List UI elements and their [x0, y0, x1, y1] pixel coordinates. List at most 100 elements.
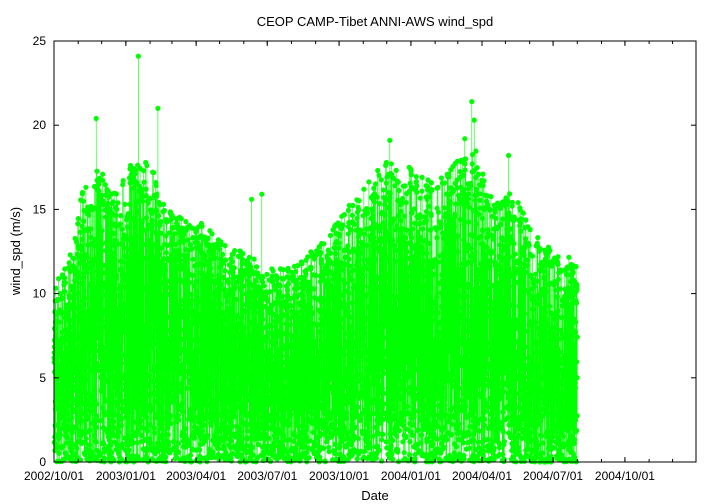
- data-point: [76, 333, 83, 339]
- data-point: [79, 189, 86, 196]
- data-point: [66, 295, 73, 301]
- data-point: [507, 388, 513, 394]
- data-point: [446, 289, 452, 295]
- data-point: [524, 263, 531, 269]
- data-point: [128, 350, 134, 356]
- data-point: [498, 264, 504, 270]
- data-point: [153, 207, 159, 213]
- data-point: [139, 432, 145, 439]
- data-point: [362, 330, 368, 336]
- data-point: [480, 228, 486, 234]
- data-point: [365, 434, 371, 440]
- data-point: [214, 403, 220, 409]
- data-point: [389, 451, 395, 457]
- data-point: [397, 367, 403, 373]
- data-point: [290, 355, 296, 361]
- data-point: [86, 442, 92, 448]
- data-point: [84, 364, 90, 370]
- data-point: [127, 162, 134, 169]
- data-point: [530, 306, 536, 312]
- data-point: [385, 282, 391, 288]
- data-point: [139, 346, 145, 352]
- data-point: [225, 280, 232, 286]
- data-point: [403, 200, 409, 206]
- data-point: [442, 425, 448, 431]
- data-point: [354, 215, 360, 222]
- data-point: [150, 284, 156, 290]
- data-point: [134, 273, 140, 280]
- data-point: [66, 354, 72, 360]
- data-point: [115, 442, 121, 448]
- data-point: [264, 298, 271, 304]
- data-point: [199, 428, 205, 434]
- data-point: [143, 193, 149, 199]
- data-point: [435, 259, 441, 265]
- data-point: [393, 167, 399, 173]
- data-point: [146, 257, 152, 263]
- data-point: [150, 405, 156, 411]
- data-point: [97, 451, 103, 458]
- data-point: [129, 299, 135, 305]
- data-point: [497, 279, 503, 286]
- data-point: [346, 256, 352, 262]
- data-point: [321, 241, 327, 247]
- data-point: [61, 391, 67, 397]
- data-point: [298, 373, 304, 379]
- data-point: [381, 390, 387, 396]
- data-point: [367, 256, 373, 262]
- data-point: [249, 372, 255, 378]
- data-point: [425, 375, 431, 381]
- data-point: [329, 317, 335, 323]
- data-point: [108, 450, 115, 456]
- data-point: [115, 200, 121, 206]
- data-point: [117, 347, 123, 353]
- data-point: [414, 183, 420, 189]
- data-point: [93, 439, 99, 445]
- data-point: [374, 330, 380, 336]
- data-point: [346, 364, 352, 370]
- data-point: [453, 375, 460, 381]
- data-point: [254, 386, 260, 392]
- data-point: [81, 300, 87, 306]
- data-point: [117, 221, 123, 227]
- data-point: [214, 318, 221, 324]
- data-point: [160, 359, 166, 365]
- data-point: [151, 169, 157, 176]
- data-point: [208, 422, 214, 428]
- data-point: [471, 323, 477, 329]
- data-point: [152, 430, 158, 436]
- data-point: [444, 373, 451, 379]
- data-point: [152, 368, 158, 374]
- data-point: [249, 381, 255, 387]
- data-point: [453, 201, 459, 207]
- data-point: [468, 364, 475, 370]
- data-point: [508, 381, 514, 387]
- data-point: [179, 389, 185, 396]
- data-point: [203, 346, 209, 352]
- data-point: [456, 321, 462, 327]
- data-point: [178, 216, 184, 222]
- data-point: [248, 411, 254, 417]
- data-point: [345, 243, 351, 249]
- data-point: [336, 240, 342, 246]
- data-point: [388, 293, 394, 299]
- data-point: [164, 284, 170, 291]
- data-point: [55, 421, 62, 427]
- data-point: [368, 310, 375, 316]
- data-point: [145, 355, 151, 361]
- data-point: [308, 304, 314, 310]
- data-point: [184, 267, 190, 273]
- data-point: [157, 251, 163, 257]
- data-point: [396, 427, 402, 434]
- data-point: [111, 230, 117, 237]
- data-point: [87, 427, 93, 433]
- data-point: [109, 278, 115, 284]
- data-point: [534, 350, 540, 356]
- data-point: [114, 272, 120, 278]
- data-point: [310, 391, 316, 397]
- data-point: [320, 392, 326, 398]
- data-point: [402, 235, 409, 241]
- data-point: [190, 418, 196, 424]
- data-point: [244, 392, 250, 398]
- data-point: [228, 383, 234, 389]
